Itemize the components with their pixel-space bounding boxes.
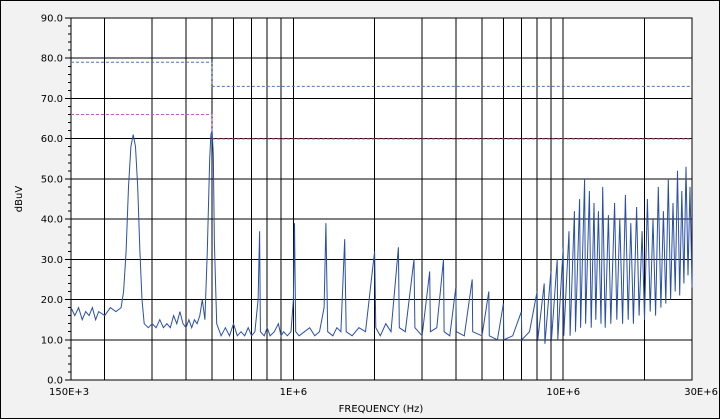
y-tick-label: 30.0 [41, 255, 63, 266]
y-tick-label: 80.0 [41, 54, 63, 65]
x-gridlines [70, 18, 693, 380]
y-tick-label: 50.0 [41, 174, 63, 185]
x-axis-title: FREQUENCY (Hz) [339, 404, 424, 415]
limit-lines [71, 61, 692, 140]
series-group [70, 130, 693, 344]
x-tick-label: 30E+6 [684, 387, 718, 398]
y-axis-ticks: 0.0 10.0 20.0 30.0 40.0 50.0 60.0 70.0 80.0 90.0 [41, 14, 71, 387]
y-tick-label: 90.0 [41, 14, 63, 25]
y-axis-title: dBuV [14, 186, 25, 213]
y-tick-label: 40.0 [41, 215, 63, 226]
x-axis-ticks: 150E+3 1E+6 10E+6 30E+6 [49, 387, 718, 398]
series-line [70, 130, 693, 344]
limit-line [71, 114, 692, 140]
y-tick-label: 70.0 [41, 94, 63, 105]
y-tick-label: 60.0 [41, 134, 63, 145]
y-tick-label: 0.0 [47, 376, 63, 387]
y-tick-label: 20.0 [41, 295, 63, 306]
limit-line [71, 61, 692, 87]
x-tick-label: 10E+6 [546, 387, 580, 398]
x-tick-label: 1E+6 [280, 387, 307, 398]
x-tick-label: 150E+3 [49, 387, 89, 398]
plot-area [70, 17, 693, 381]
y-tick-label: 10.0 [41, 335, 63, 346]
